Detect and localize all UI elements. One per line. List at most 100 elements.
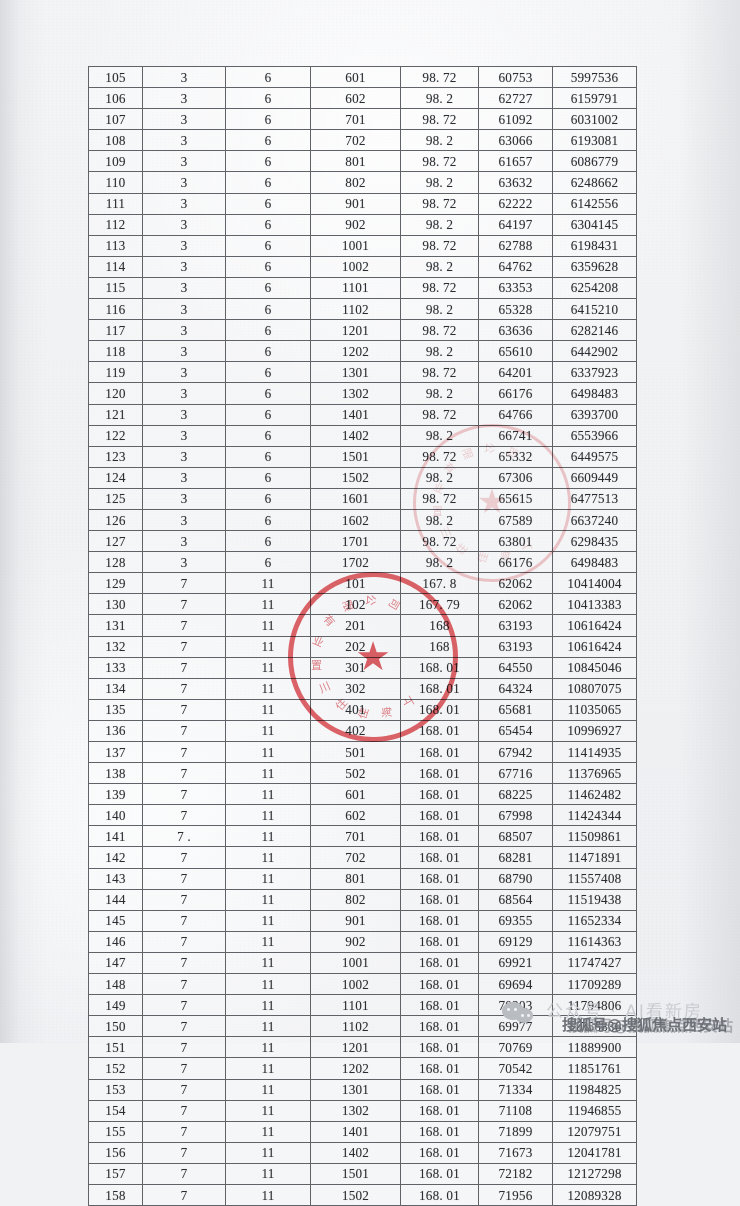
- cell-sequence-number: 112: [88, 213, 143, 236]
- cell-unit-number: 11: [225, 846, 311, 869]
- cell-area-sqm: 167. 79: [400, 593, 479, 616]
- cell-total-price: 6449575: [552, 445, 637, 468]
- table-row: 124 3 6 1502 98. 2 67306 6609449: [88, 466, 637, 489]
- cell-unit-price: 65328: [478, 298, 553, 321]
- cell-unit-number: 11: [225, 867, 311, 890]
- cell-unit-number: 11: [225, 994, 311, 1017]
- cell-unit-number: 6: [225, 276, 311, 300]
- cell-unit-number: 6: [225, 424, 311, 447]
- cell-building-number: 7: [142, 1162, 226, 1185]
- cell-total-price: 11709289: [552, 973, 637, 996]
- cell-room-number: 301: [310, 656, 401, 679]
- cell-unit-number: 11: [225, 973, 311, 996]
- cell-sequence-number: 137: [88, 740, 143, 764]
- cell-room-number: 102: [310, 593, 401, 616]
- cell-unit-number: 6: [225, 171, 311, 194]
- cell-unit-number: 6: [225, 234, 311, 257]
- cell-total-price: 11652334: [552, 909, 637, 932]
- cell-building-number: 7: [142, 1036, 226, 1059]
- cell-room-number: 201: [310, 614, 401, 637]
- cell-unit-number: 11: [225, 1183, 311, 1206]
- cell-unit-price: 68564: [478, 888, 553, 911]
- cell-area-sqm: 168. 01: [400, 867, 479, 890]
- cell-building-number: 3: [142, 319, 226, 342]
- cell-sequence-number: 127: [88, 530, 143, 553]
- cell-unit-price: 63636: [478, 319, 553, 342]
- cell-unit-number: 6: [225, 298, 311, 321]
- cell-area-sqm: 98. 72: [400, 150, 479, 173]
- cell-sequence-number: 138: [88, 762, 143, 785]
- cell-sequence-number: 142: [88, 846, 143, 869]
- cell-area-sqm: 98. 2: [400, 255, 479, 278]
- cell-building-number: 7 .: [142, 825, 226, 848]
- cell-room-number: 801: [310, 867, 401, 890]
- cell-area-sqm: 168. 01: [400, 825, 479, 848]
- cell-room-number: 701: [310, 825, 401, 848]
- cell-area-sqm: 98. 72: [400, 65, 479, 89]
- cell-building-number: 3: [142, 129, 226, 152]
- cell-unit-price: 71108: [478, 1099, 553, 1122]
- cell-building-number: 7: [142, 593, 226, 616]
- cell-building-number: 7: [142, 1141, 226, 1164]
- cell-total-price: 11557408: [552, 867, 637, 890]
- cell-unit-number: 11: [225, 740, 311, 764]
- cell-area-sqm: 168: [400, 635, 479, 658]
- cell-room-number: 902: [310, 213, 401, 236]
- cell-unit-number: 11: [225, 719, 311, 743]
- table-row: 155 7 11 1401 168. 01 71899 12079751: [88, 1120, 637, 1143]
- cell-room-number: 602: [310, 87, 401, 110]
- cell-sequence-number: 158: [88, 1183, 143, 1206]
- cell-area-sqm: 98. 72: [400, 403, 479, 426]
- table-row: 158 7 11 1502 168. 01 71956 12089328: [88, 1183, 637, 1206]
- cell-unit-number: 11: [225, 1057, 311, 1080]
- cell-unit-price: 65681: [478, 698, 553, 721]
- cell-unit-number: 6: [225, 551, 311, 574]
- cell-total-price: 12079751: [552, 1120, 637, 1143]
- cell-area-sqm: 168. 01: [400, 677, 479, 700]
- table-row: 112 3 6 902 98. 2 64197 6304145: [88, 213, 637, 236]
- table-row: 138 7 11 502 168. 01 67716 11376965: [88, 762, 637, 785]
- cell-room-number: 1501: [310, 445, 401, 468]
- cell-area-sqm: 98. 2: [400, 129, 479, 152]
- cell-unit-price: 65454: [478, 719, 553, 743]
- cell-building-number: 7: [142, 1078, 226, 1101]
- cell-total-price: 12127298: [552, 1162, 637, 1185]
- table-row: 111 3 6 901 98. 72 62222 6142556: [88, 192, 637, 215]
- cell-total-price: 12041781: [552, 1141, 637, 1164]
- cell-total-price: 10616424: [552, 614, 637, 637]
- cell-unit-number: 11: [225, 909, 311, 932]
- cell-unit-price: 64766: [478, 403, 553, 426]
- cell-room-number: 1402: [310, 424, 401, 447]
- table-row: 153 7 11 1301 168. 01 71334 11984825: [88, 1078, 637, 1101]
- cell-unit-number: 11: [225, 804, 311, 827]
- cell-total-price: 12089328: [552, 1183, 637, 1206]
- cell-area-sqm: 168. 01: [400, 1183, 479, 1206]
- cell-sequence-number: 113: [88, 234, 143, 257]
- table-row: 122 3 6 1402 98. 2 66741 6553966: [88, 424, 637, 447]
- cell-unit-price: 68507: [478, 825, 553, 848]
- cell-building-number: 7: [142, 635, 226, 658]
- cell-total-price: 6442902: [552, 340, 637, 363]
- cell-unit-price: 71899: [478, 1120, 553, 1143]
- cell-sequence-number: 105: [88, 65, 143, 89]
- cell-area-sqm: 98. 72: [400, 234, 479, 257]
- cell-total-price: 11414935: [552, 740, 637, 764]
- cell-area-sqm: 98. 72: [400, 319, 479, 342]
- table-row: 145 7 11 901 168. 01 69355 11652334: [88, 909, 637, 932]
- cell-total-price: 6298435: [552, 530, 637, 553]
- cell-unit-price: 62062: [478, 593, 553, 616]
- cell-room-number: 1102: [310, 298, 401, 321]
- table-row: 152 7 11 1202 168. 01 70542 11851761: [88, 1057, 637, 1080]
- cell-unit-price: 63193: [478, 635, 553, 658]
- cell-unit-number: 6: [225, 108, 311, 131]
- cell-area-sqm: 98. 72: [400, 445, 479, 468]
- cell-sequence-number: 121: [88, 403, 143, 426]
- cell-room-number: 602: [310, 804, 401, 827]
- cell-sequence-number: 154: [88, 1099, 143, 1122]
- cell-area-sqm: 98. 2: [400, 171, 479, 194]
- cell-room-number: 1102: [310, 1015, 401, 1038]
- cell-unit-price: 60753: [478, 65, 553, 89]
- cell-building-number: 3: [142, 65, 226, 89]
- cell-unit-number: 11: [225, 825, 311, 848]
- cell-total-price: 11424344: [552, 804, 637, 827]
